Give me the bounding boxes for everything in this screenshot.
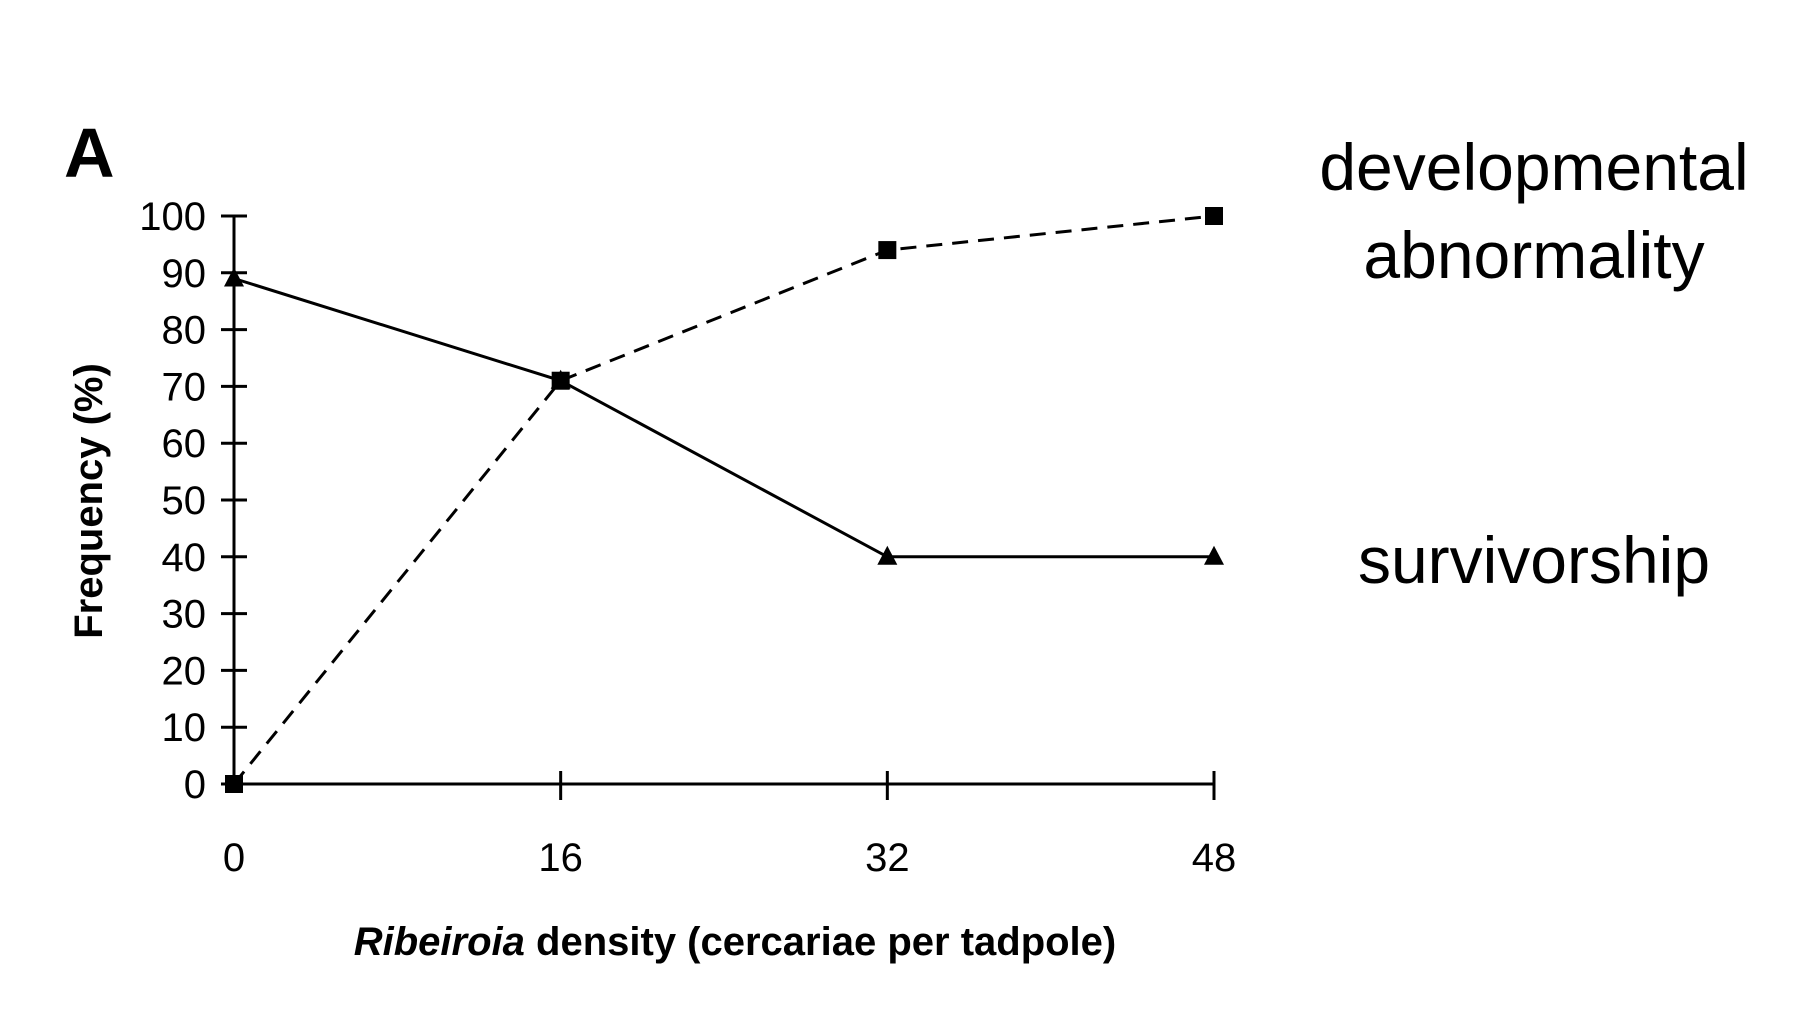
x-axis-title: Ribeiroia density (cercariae per tadpole…: [354, 920, 1116, 964]
series-0-square-marker: [1205, 207, 1223, 225]
series-1-triangle-marker: [550, 369, 571, 389]
y-tick-label: 0: [184, 763, 206, 807]
legend: developmental abnormality survivorship: [1319, 130, 1748, 597]
series-0-square-marker: [878, 241, 897, 260]
legend-label-series-0: developmental: [1319, 130, 1748, 204]
y-tick-label: 50: [162, 479, 207, 523]
series-1-triangle-marker: [224, 267, 244, 287]
panel-label: A: [64, 114, 115, 192]
legend-label-series-1: survivorship: [1358, 523, 1710, 597]
y-tick-label: 70: [162, 365, 207, 409]
x-tick-label: 48: [1192, 836, 1237, 880]
series-lines: [232, 214, 1215, 785]
series-0-square-marker: [225, 775, 243, 793]
y-tick-label: 60: [162, 422, 207, 466]
legend-label-series-0: abnormality: [1363, 218, 1704, 292]
x-tick-label: 16: [538, 836, 583, 880]
y-tick-label: 40: [162, 536, 207, 580]
y-tick-label: 10: [162, 706, 207, 750]
y-tick-label: 90: [162, 252, 207, 296]
x-axis-title-rest: density (cercariae per tadpole): [525, 920, 1116, 964]
x-tick-label: 32: [865, 836, 910, 880]
series-markers: [224, 207, 1224, 793]
y-axis-title: Frequency (%): [67, 363, 111, 639]
x-tick-label: 0: [223, 836, 245, 880]
series-1-line: [233, 277, 1214, 559]
series-1-triangle-marker: [877, 545, 898, 565]
y-axis-ticks: 0 10 20 30 40 50 60 70 80 90 100: [139, 195, 247, 807]
y-tick-label: 80: [162, 309, 207, 353]
x-axis-ticks: 0 16 32 48: [223, 771, 1236, 880]
y-tick-label: 30: [162, 593, 207, 637]
series-1-triangle-marker: [1204, 545, 1224, 565]
x-axis-title-italic: Ribeiroia: [354, 920, 525, 964]
series-0-line: [232, 214, 1215, 785]
axes: [232, 216, 1214, 786]
y-tick-label: 100: [139, 195, 206, 239]
y-tick-label: 20: [162, 649, 207, 693]
